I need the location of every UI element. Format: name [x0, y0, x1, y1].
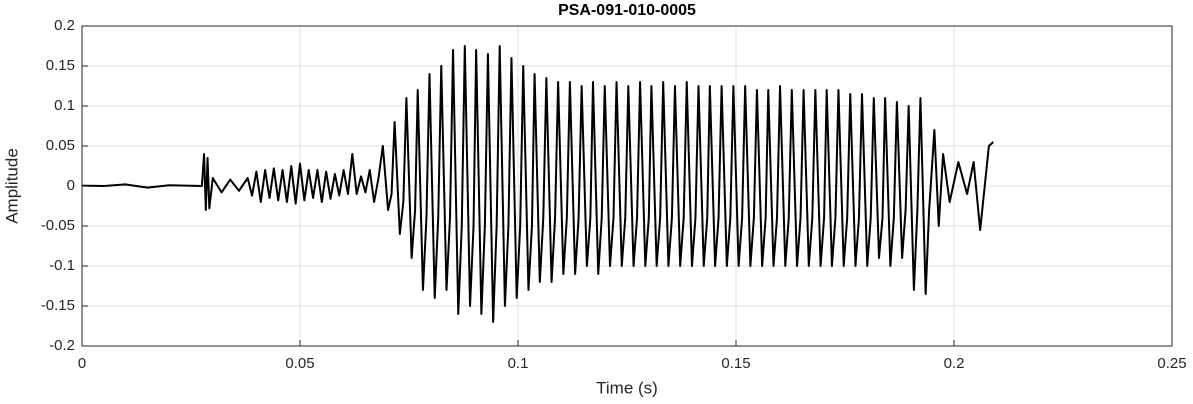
x-tick-label: 0.05 [285, 355, 314, 372]
plot-lines [81, 45, 994, 323]
y-tick-label: 0.2 [54, 17, 75, 34]
y-tick-label: -0.2 [49, 337, 75, 354]
x-tick-label: 0 [78, 355, 86, 372]
y-tick-label: 0.05 [46, 137, 75, 154]
y-axis-label: Amplitude [2, 148, 21, 224]
y-tick-label: -0.15 [41, 297, 75, 314]
x-axis-label: Time (s) [596, 378, 658, 397]
x-tick-label: 0.2 [944, 355, 965, 372]
y-tick-label: 0.15 [46, 57, 75, 74]
y-tick-label: 0 [67, 177, 75, 194]
x-tick-label: 0.15 [721, 355, 750, 372]
chart-title: PSA-091-010-0005 [558, 2, 696, 19]
x-tick-label: 0.25 [1157, 355, 1186, 372]
waveform-line [81, 45, 994, 323]
y-tick-label: -0.05 [41, 217, 75, 234]
y-tick-label: -0.1 [49, 257, 75, 274]
x-tick-label: 0.1 [508, 355, 529, 372]
y-tick-label: 0.1 [54, 97, 75, 114]
